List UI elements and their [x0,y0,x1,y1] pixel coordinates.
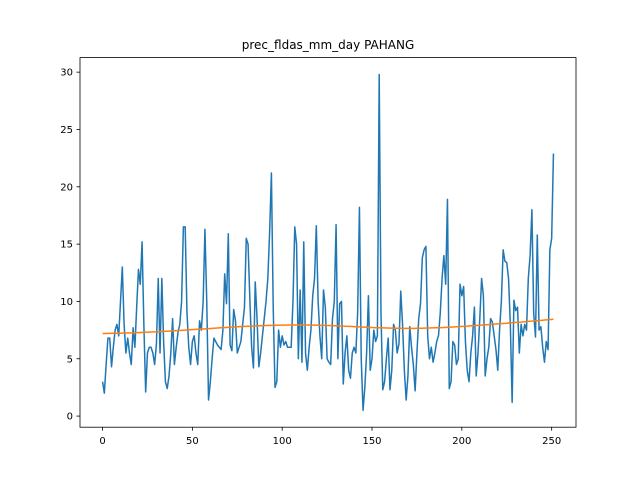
x-tick-label: 250 [542,436,561,447]
x-tick-label: 100 [273,436,292,447]
y-tick-label: 25 [60,125,73,136]
x-tick-label: 150 [362,436,381,447]
y-tick-label: 5 [67,354,73,365]
x-tick-label: 50 [186,436,199,447]
chart-title: prec_fldas_mm_day PAHANG [242,38,415,52]
x-tick-label: 0 [99,436,105,447]
y-tick-label: 10 [60,297,73,308]
series-line [102,318,554,335]
y-tick-label: 0 [67,412,73,423]
y-tick-label: 30 [60,68,73,79]
x-tick-label: 200 [452,436,471,447]
plot-frame [79,57,577,428]
series-line [101,73,555,412]
y-tick-label: 15 [60,240,73,251]
y-tick-label: 20 [60,182,73,193]
